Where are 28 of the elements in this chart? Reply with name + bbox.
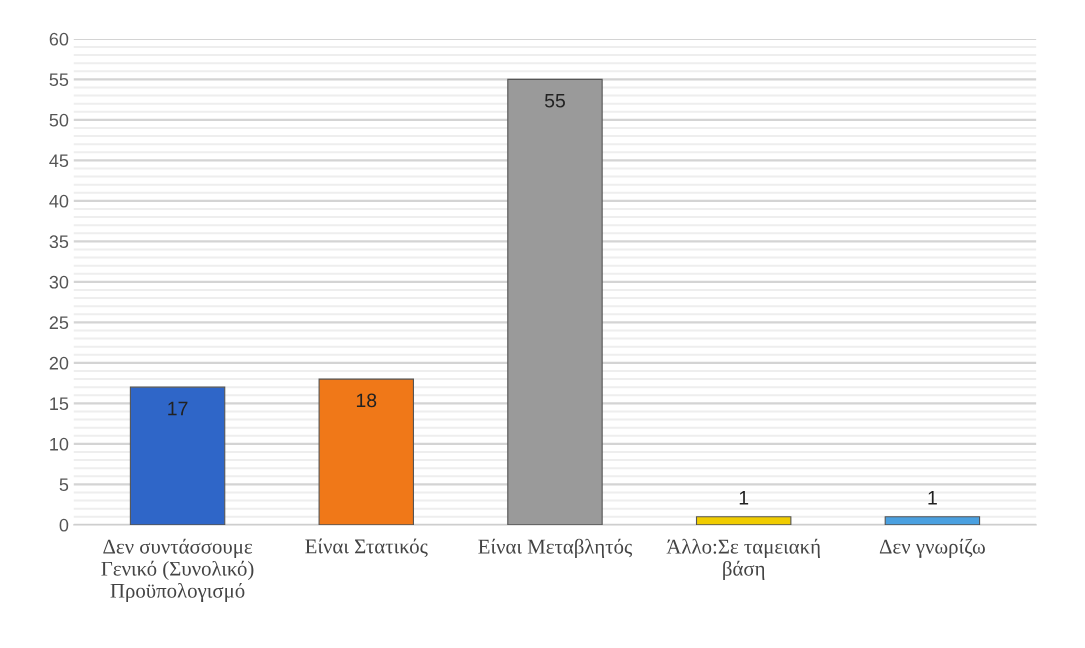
y-tick-label: 60 [49, 32, 69, 46]
bar [884, 516, 981, 525]
x-tick-label: Άλλο:Σε ταμειακή βάση [666, 538, 820, 580]
bar [318, 378, 415, 525]
data-label: 18 [356, 393, 377, 408]
data-label: 55 [544, 93, 565, 108]
y-tick-label: 10 [50, 437, 69, 451]
y-tick-label: 20 [49, 356, 69, 370]
y-tick-label: 15 [50, 397, 69, 411]
y-tick-label: 40 [49, 194, 69, 208]
bar [129, 386, 226, 525]
y-tick-label: 30 [49, 275, 69, 289]
bar [507, 78, 603, 525]
x-tick-label: Είναι Στατικός [305, 538, 428, 557]
data-label: 17 [168, 401, 188, 416]
bar [695, 516, 792, 525]
y-tick-label: 45 [49, 154, 69, 168]
y-tick-label: 5 [59, 478, 69, 492]
y-tick-label: 50 [49, 113, 69, 127]
x-tick-label: Δεν συντάσσουμε Γενικό (Συνολικό) Προϋπολογισμό [101, 538, 254, 603]
data-label: 1 [739, 491, 749, 505]
y-tick-label: 35 [49, 235, 69, 249]
x-tick-label: Δεν γνωρίζω [879, 538, 985, 558]
y-tick-label: 25 [49, 316, 69, 330]
data-label: 1 [928, 491, 937, 505]
y-tick-label: 0 [59, 518, 69, 532]
x-tick-label: Είναι Μεταβλητός [478, 538, 633, 558]
y-tick-label: 55 [49, 73, 69, 87]
